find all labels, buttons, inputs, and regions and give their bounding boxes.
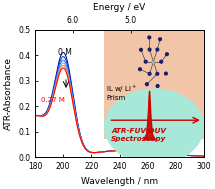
Point [145, 83, 149, 86]
Point [160, 60, 163, 63]
Point [152, 60, 155, 63]
Ellipse shape [104, 88, 204, 165]
Point [148, 48, 151, 51]
Point [158, 38, 162, 41]
Text: Prism: Prism [106, 95, 126, 101]
Point [138, 68, 142, 71]
Text: IL w/ Li$^+$: IL w/ Li$^+$ [106, 84, 137, 95]
Text: ATR-FUV-DUV
Spectroscopy: ATR-FUV-DUV Spectroscopy [111, 128, 167, 142]
Y-axis label: ATR-Absorbance: ATR-Absorbance [3, 57, 12, 130]
Point [148, 72, 151, 75]
Point [164, 72, 168, 75]
Point [156, 72, 159, 75]
Point [156, 48, 159, 51]
Point [144, 60, 147, 63]
Text: 0 M: 0 M [58, 48, 71, 57]
Bar [104, 30, 204, 139]
Text: 0.27 M: 0.27 M [41, 97, 64, 103]
X-axis label: Wavelength / nm: Wavelength / nm [81, 177, 158, 186]
Point [147, 36, 151, 39]
Point [165, 53, 169, 56]
Point [156, 84, 159, 88]
Point [139, 48, 143, 51]
X-axis label: Energy / eV: Energy / eV [94, 3, 146, 12]
